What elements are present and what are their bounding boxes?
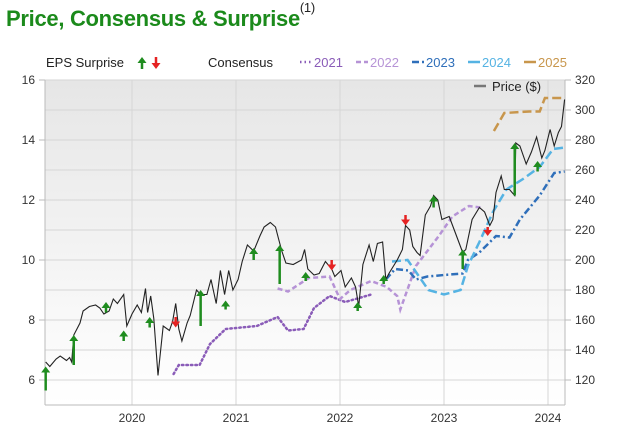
right-tick-label: 280 [575,133,595,147]
eps-miss-arrow-head [401,219,411,226]
eps-beat-arrow [275,245,285,284]
legend-label-2024: 2024 [482,55,511,70]
eps-beat-arrow [458,249,468,269]
left-tick-label: 8 [28,313,35,327]
price-line [45,99,566,376]
eps-beat-arrow-head [353,302,363,308]
eps-beat-arrow [533,161,543,172]
legend-label-2025: 2025 [538,55,567,70]
plot-area [45,80,565,405]
eps-beat-arrow-head [458,249,468,256]
eps-beat-arrow-head [533,161,543,167]
eps-beat-arrow [69,335,79,365]
consensus-line-2024 [391,146,565,296]
x-tick-label: 2022 [327,411,354,425]
consensus-line-2023 [384,170,565,281]
eps-beat-arrow-head [249,248,259,254]
eps-beat-arrow-head [119,330,129,337]
x-tick-label: 2024 [535,411,562,425]
right-tick-label: 240 [575,193,595,207]
chart-title-text: Price, Consensus & Surprise [6,6,300,31]
eps-beat-arrow [101,302,111,313]
left-tick-label: 16 [22,73,36,87]
left-tick-label: 12 [22,193,36,207]
legend-beat-arrow-icon [137,57,147,69]
legend-label-2021: 2021 [314,55,343,70]
legend-label-2023: 2023 [426,55,455,70]
legend: EPS Surprise Consensus Price ($) 2021 202… [46,55,567,94]
legend-consensus: Consensus [208,55,274,70]
eps-beat-arrow-head [275,245,285,251]
right-tick-label: 260 [575,163,595,177]
eps-beat-arrow-head [145,317,155,323]
eps-beat-arrow [145,317,155,328]
consensus-line-2022 [277,204,481,314]
x-tick-label: 2020 [119,411,146,425]
eps-beat-arrow [379,275,389,284]
x-tick-label: 2021 [223,411,250,425]
axes: 120 140 160 180 200 220 240 260 280 300 320 6 8 10 12 1… [22,73,596,425]
eps-beat-arrow [301,272,311,281]
right-tick-label: 120 [575,373,595,387]
eps-beat-arrow-head [429,195,439,202]
x-tick-label: 2023 [431,411,458,425]
eps-beat-arrow [221,300,231,310]
eps-miss-arrow-head [171,321,181,328]
eps-beat-arrow [429,195,439,208]
right-tick-label: 140 [575,343,595,357]
title-footnote: (1) [299,0,315,15]
eps-miss-arrow-head [483,230,493,236]
eps-miss-arrow-head [327,264,337,271]
right-tick-label: 220 [575,223,595,237]
legend-miss-arrow-icon-head [151,63,161,69]
consensus-line-2025 [492,96,565,132]
eps-beat-arrow-head [301,272,311,278]
right-tick-label: 160 [575,313,595,327]
eps-beat-arrow [196,290,206,326]
eps-miss-arrow [401,215,411,226]
legend-label-2022: 2022 [370,55,399,70]
eps-beat-arrow-head [196,290,206,296]
legend-beat-arrow-icon-head [137,57,147,63]
eps-beat-arrow [41,366,51,391]
eps-beat-arrow-head [221,300,231,307]
eps-beat-arrow [353,302,363,311]
right-tick-label: 320 [575,73,595,87]
eps-beat-arrow [119,330,129,341]
left-tick-label: 14 [22,133,36,147]
legend-eps-surprise: EPS Surprise [46,55,124,70]
eps-beat-arrow-head [510,143,520,149]
eps-beat-arrow-head [379,275,389,281]
consensus-line-2021 [172,293,373,376]
legend-miss-arrow-icon [151,57,161,69]
chart-title: Price, Consensus & Surprise(1) [6,0,315,32]
eps-beat-arrow [510,143,520,196]
eps-miss-arrow [327,260,337,271]
grid [45,79,565,405]
eps-miss-arrow [171,317,181,328]
left-tick-label: 10 [22,253,36,267]
right-tick-label: 200 [575,253,595,267]
right-tick-label: 180 [575,283,595,297]
left-tick-label: 6 [28,373,35,387]
eps-beat-arrow-head [41,366,51,373]
surprise-arrows [41,143,543,391]
series [45,96,566,376]
eps-beat-arrow-head [101,302,111,308]
eps-miss-arrow [483,227,493,236]
eps-beat-arrow-head [69,335,79,341]
eps-beat-arrow [249,248,259,260]
right-tick-label: 300 [575,103,595,117]
legend-price: Price ($) [492,79,541,94]
